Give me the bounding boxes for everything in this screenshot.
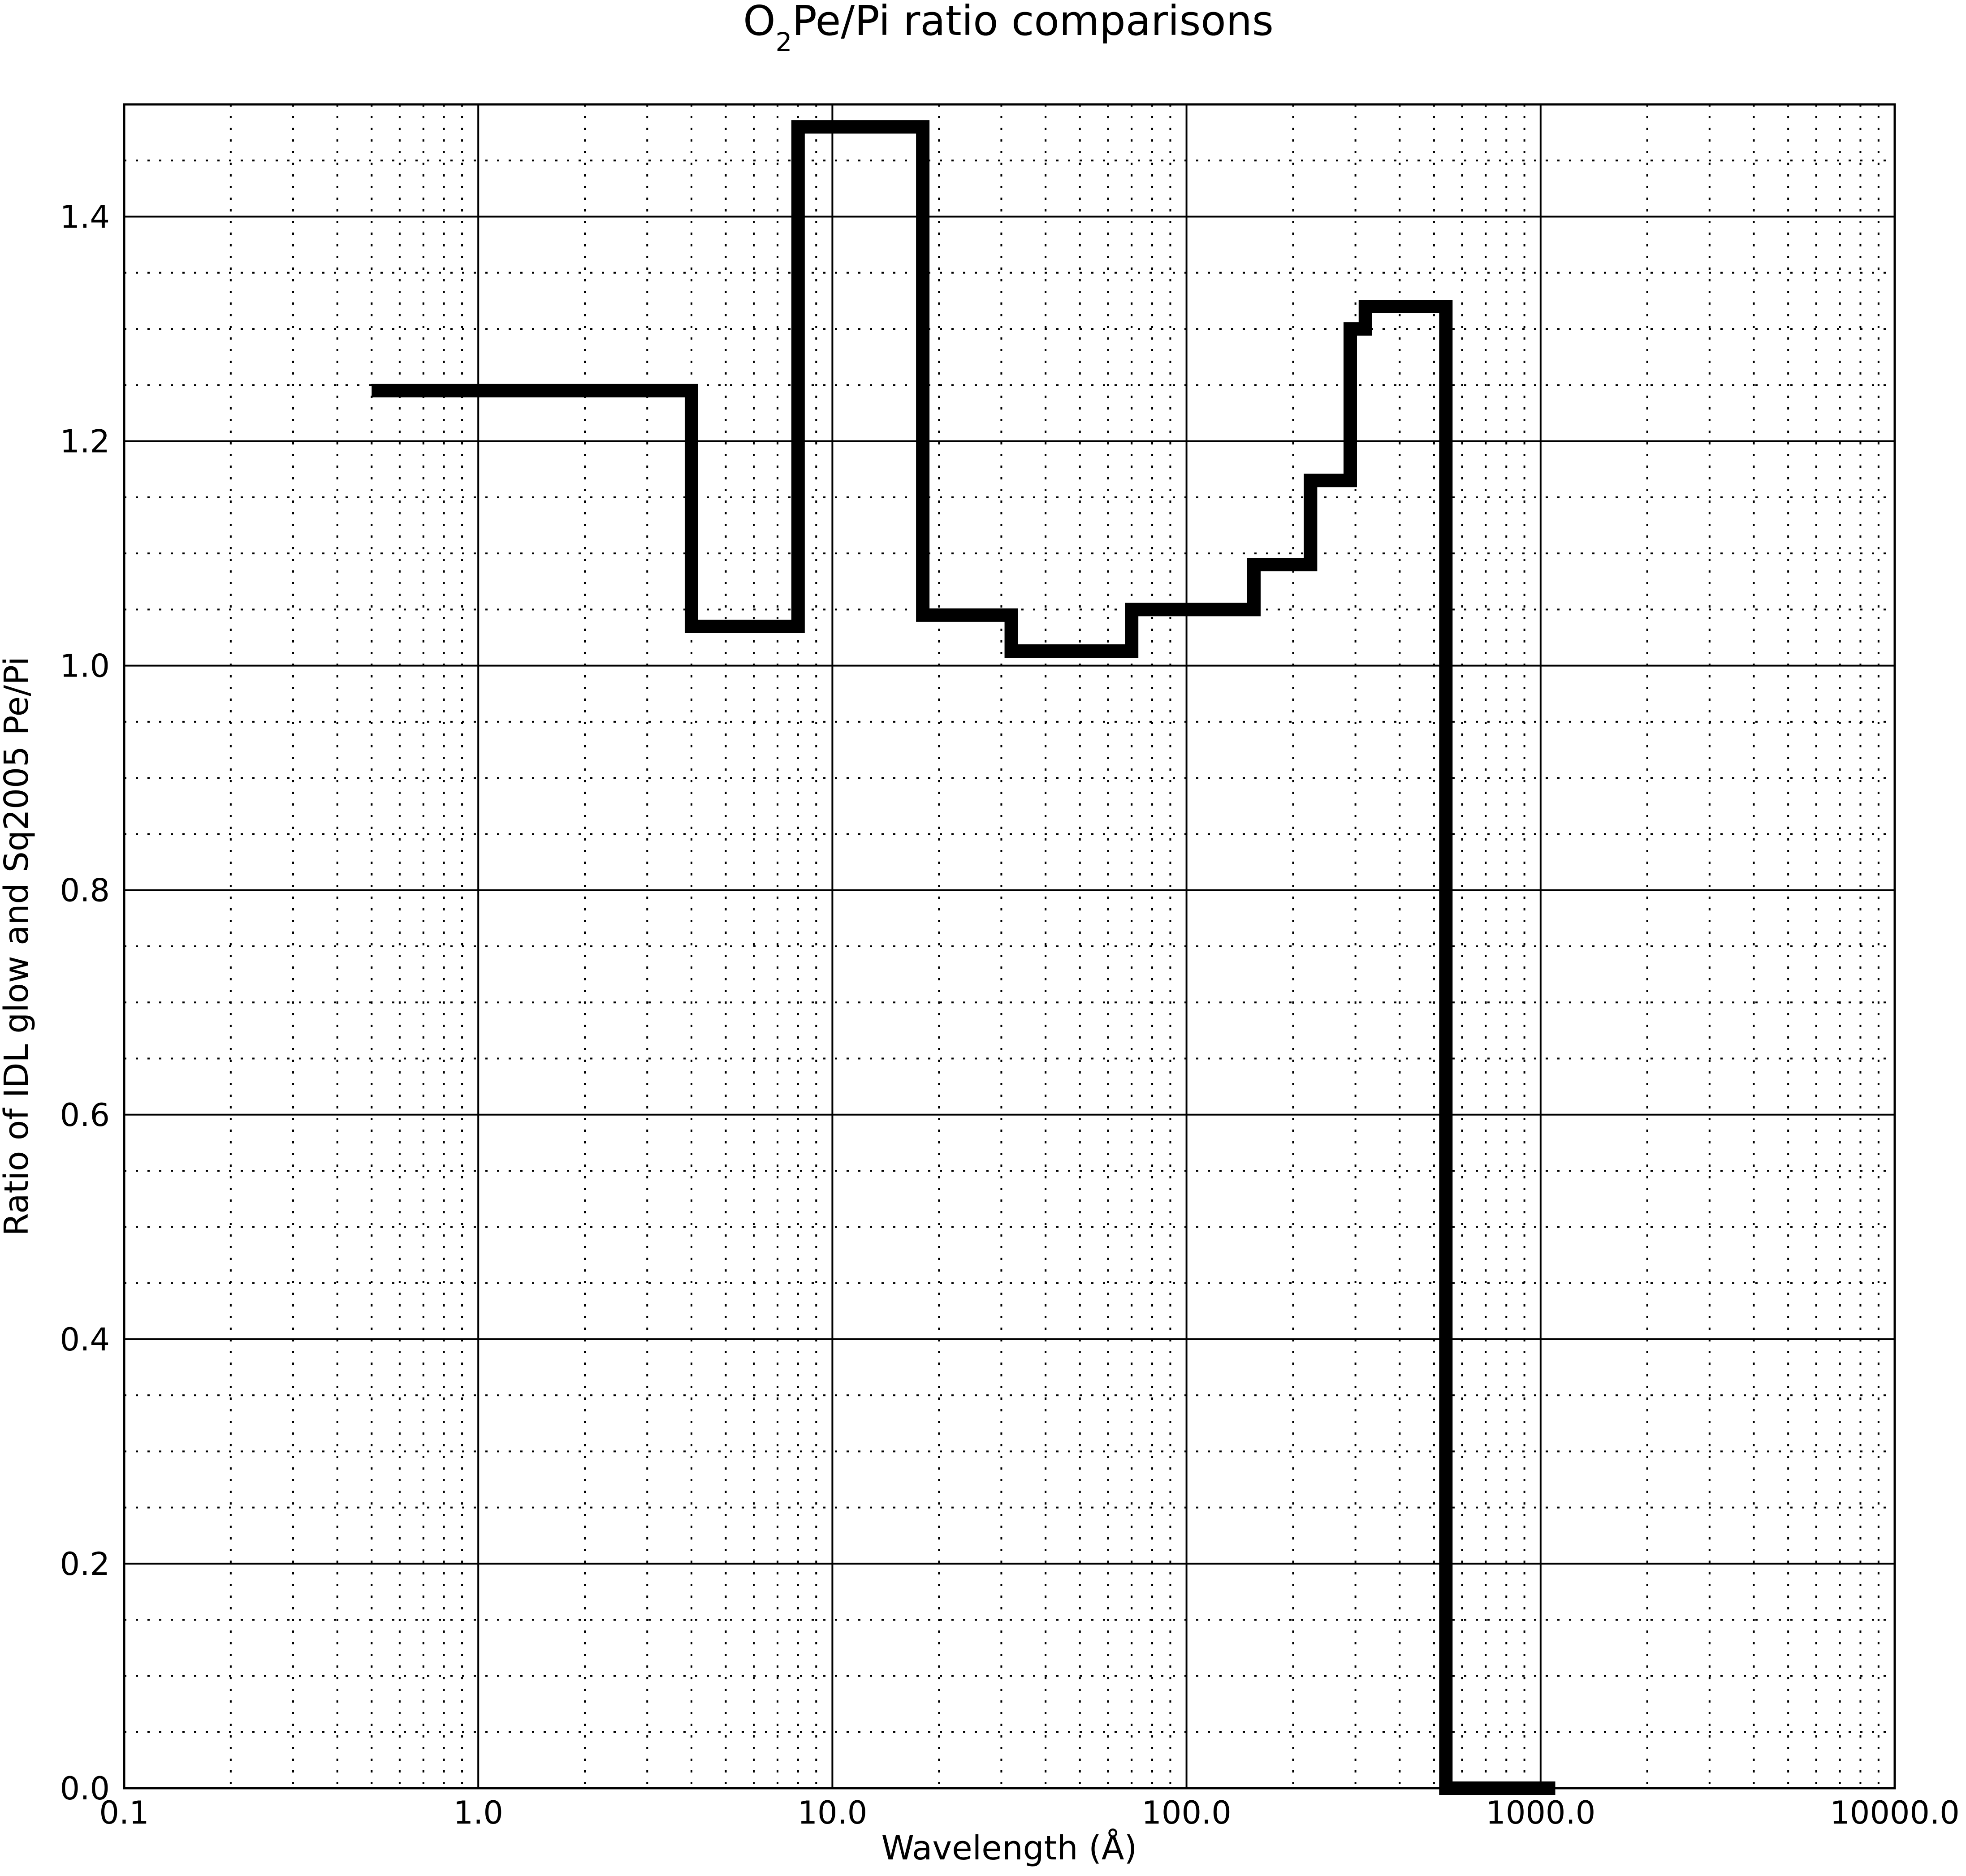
plot-frame [123, 103, 1896, 1790]
chart-title: O2Pe/Pi ratio comparisons [743, 0, 1274, 57]
y-tick-label: 0.8 [60, 872, 110, 909]
x-tick-label: 10000.0 [1830, 1794, 1959, 1831]
y-axis-label: Ratio of IDL glow and Sq2005 Pe/Pi [0, 656, 36, 1236]
y-tick-label: 0.2 [60, 1546, 110, 1583]
y-tick-label: 0.6 [60, 1097, 110, 1134]
x-axis-label: Wavelength (Å) [881, 1828, 1137, 1867]
chart-title-main: O [743, 0, 775, 45]
x-tick-label: 10.0 [797, 1794, 867, 1831]
y-tick-label: 1.2 [60, 423, 110, 460]
chart-title-rest: Pe/Pi ratio comparisons [792, 0, 1274, 45]
series-step-line [372, 120, 1556, 1795]
x-tick-label: 1.0 [454, 1794, 503, 1831]
x-axis-ticks: 0.1 1.0 10.0 100.0 1000.0 10000.0 [99, 1794, 1959, 1831]
chart-title-subscript: 2 [775, 27, 792, 57]
x-tick-label: 100.0 [1141, 1794, 1231, 1831]
data-series [372, 120, 1556, 1795]
y-tick-label: 1.4 [60, 199, 110, 236]
y-tick-label: 1.0 [60, 648, 110, 685]
x-tick-label: 1000.0 [1486, 1794, 1595, 1831]
y-tick-label: 0.4 [60, 1321, 110, 1358]
y-tick-label: 0.0 [60, 1770, 110, 1807]
y-axis-ticks: 0.0 0.2 0.4 0.6 0.8 1.0 1.2 1.4 [60, 199, 110, 1807]
x-tick-label: 0.1 [99, 1794, 149, 1831]
